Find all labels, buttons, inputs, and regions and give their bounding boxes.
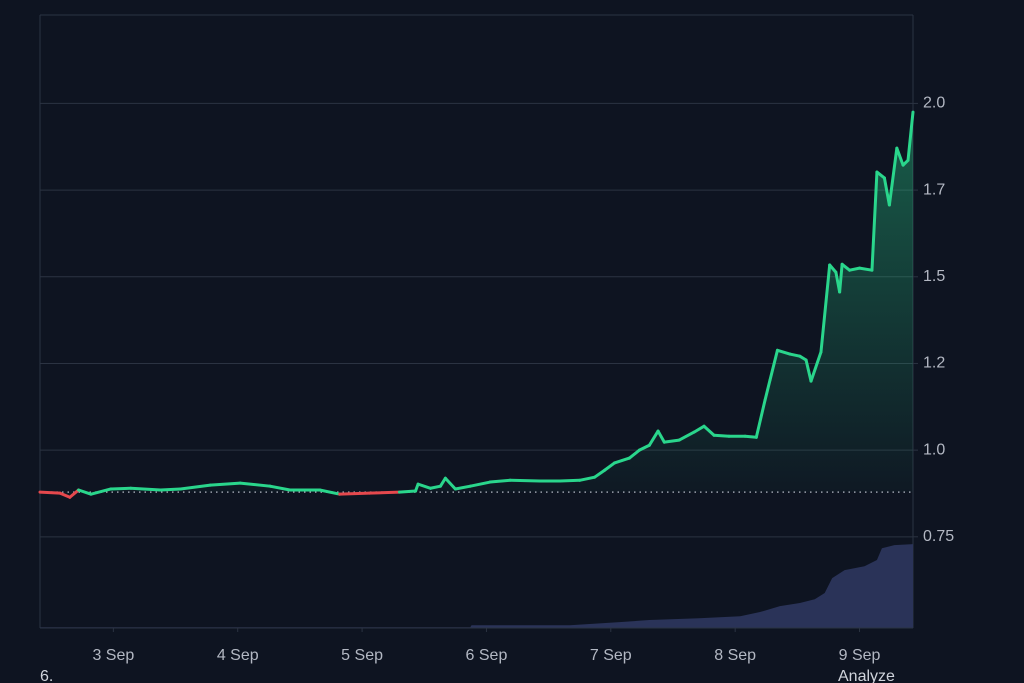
price-segment [453, 484, 472, 491]
price-segment [804, 358, 813, 383]
price-area [40, 112, 913, 498]
price-segment [838, 262, 844, 294]
price-segment [603, 461, 617, 472]
price-segment [68, 488, 81, 499]
price-segment [906, 110, 915, 162]
price-segment [768, 348, 779, 382]
price-segment [875, 170, 886, 180]
price-segment [627, 448, 641, 460]
price-segment [848, 266, 862, 272]
price-segment [637, 443, 651, 452]
x-tick-label: 3 Sep [92, 647, 134, 664]
price-segment [593, 468, 607, 479]
price-segment [647, 429, 660, 447]
price-segment [692, 424, 706, 434]
price-segment [712, 433, 731, 438]
price-segment [368, 490, 401, 495]
y-tick-label: 2.0 [923, 95, 945, 112]
price-segment [809, 350, 823, 383]
footer-right: Analyze [838, 668, 895, 683]
price-segment [318, 488, 342, 496]
price-segment [819, 263, 832, 354]
price-segment [129, 486, 163, 492]
x-tick-label: 7 Sep [590, 647, 632, 664]
price-segment [828, 263, 838, 274]
price-segment [77, 488, 93, 496]
price-segment [208, 481, 242, 487]
price-segment [89, 487, 113, 496]
price-segment [179, 483, 212, 491]
price-segment [488, 478, 512, 484]
price-segment [677, 430, 696, 442]
price-segment [613, 456, 631, 465]
y-tick-label: 1.7 [923, 181, 945, 198]
x-tick-label: 4 Sep [217, 647, 259, 664]
price-segment [858, 266, 874, 272]
price-segment [775, 348, 792, 356]
price-segment [58, 491, 72, 499]
price-segment [895, 146, 905, 167]
price-segment [109, 486, 133, 491]
price-segment [268, 484, 292, 492]
x-tick-label: 8 Sep [714, 647, 756, 664]
x-tick-label: 6 Sep [466, 647, 508, 664]
price-segment [763, 378, 772, 402]
price-segment [397, 489, 418, 494]
price-segment [508, 478, 542, 483]
x-tick-label: 5 Sep [341, 647, 383, 664]
y-tick-label: 1.5 [923, 268, 945, 285]
price-segment [743, 434, 758, 439]
price-segment [428, 484, 442, 490]
volume-area [40, 544, 913, 628]
price-segment [656, 429, 666, 444]
price-segment [416, 482, 432, 490]
price-segment [438, 476, 447, 488]
price-segment [159, 487, 183, 492]
footer-left: 6. [40, 668, 53, 683]
price-segment [238, 481, 272, 488]
price-segment [754, 398, 767, 439]
y-tick-label: 1.0 [923, 441, 945, 458]
price-segment [662, 438, 681, 444]
price-segment [788, 352, 802, 358]
price-segment [840, 262, 852, 272]
price-segment [38, 490, 62, 495]
price-segment [870, 170, 879, 272]
price-segment [578, 475, 597, 482]
y-tick-label: 1.2 [923, 355, 945, 372]
price-segment [443, 476, 457, 491]
price-segment [468, 480, 492, 488]
y-tick-label: 0.75 [923, 528, 954, 545]
price-segment [702, 424, 716, 437]
x-tick-label: 9 Sep [839, 647, 881, 664]
price-segment [887, 146, 899, 207]
price-segment [338, 491, 372, 496]
price-segment [558, 478, 582, 483]
